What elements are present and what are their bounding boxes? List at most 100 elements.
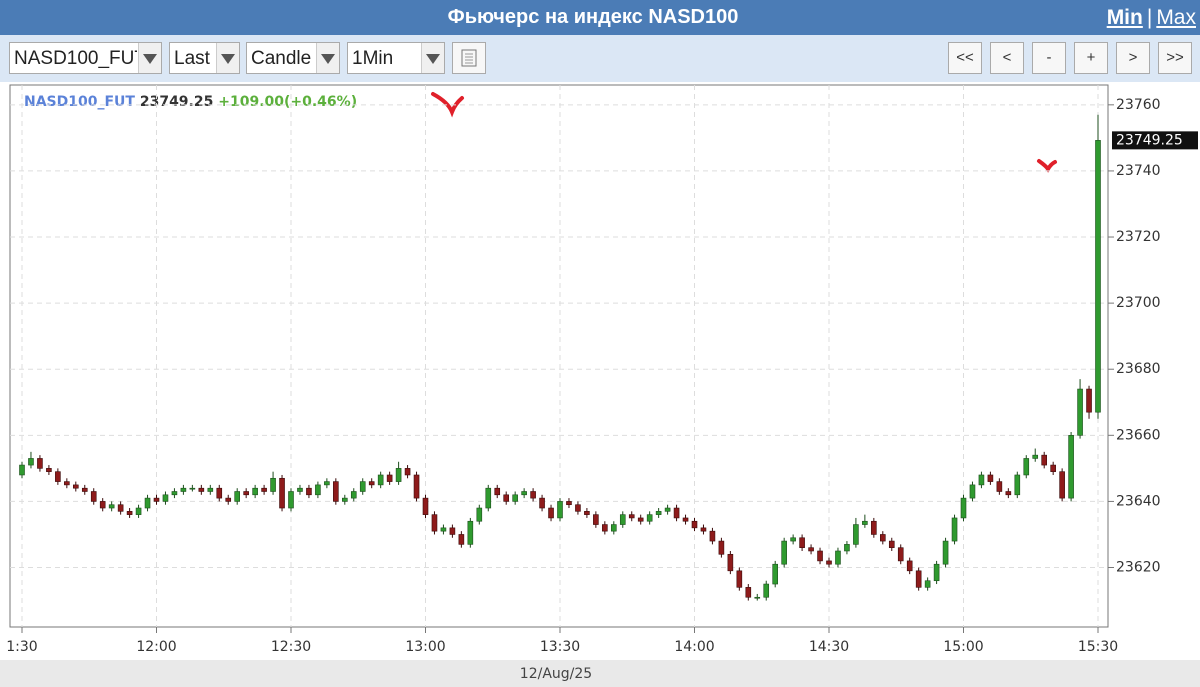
candle-body (377, 474, 384, 486)
price-select[interactable]: Last (169, 42, 240, 74)
plot-area (9, 84, 1109, 628)
nav-button[interactable]: << (948, 42, 982, 74)
nav-button[interactable]: - (1032, 42, 1066, 74)
date-label: 12/Aug/25 (520, 666, 592, 682)
candle-body (252, 487, 258, 496)
candle-body (530, 491, 536, 499)
candle-body (153, 497, 160, 502)
candle-body (413, 474, 420, 499)
chart-type-select[interactable]: Candle (246, 42, 340, 74)
max-link[interactable]: Max (1156, 6, 1196, 29)
candle-body (467, 520, 474, 545)
candle-body (593, 514, 599, 525)
candle-body (1041, 454, 1047, 466)
candle-body (324, 481, 330, 486)
x-tick-label: 13:30 (540, 639, 580, 655)
x-tick-label: 13:00 (405, 639, 445, 655)
x-tick-label: 15:30 (1078, 639, 1118, 655)
candle-body (261, 487, 267, 492)
candle-body (924, 580, 931, 588)
nav-button[interactable]: < (990, 42, 1024, 74)
candle-body (216, 487, 223, 499)
candle-body (700, 527, 707, 532)
candle-body (243, 491, 249, 496)
candle-body (879, 534, 886, 542)
legend-change: +109.00(+0.46%) (218, 94, 357, 110)
candle-body (28, 458, 34, 466)
candle-body (978, 474, 985, 486)
candle-body (73, 484, 79, 489)
candle-body (736, 570, 743, 588)
candle-body (99, 501, 106, 509)
candle-body (90, 491, 97, 502)
toolbar: NASD100_FUT Last Candle 1Min << < - + > … (0, 35, 1200, 82)
candle-body (1068, 435, 1074, 499)
candle-body (1086, 388, 1092, 413)
candle-body (790, 537, 796, 542)
candle-body (754, 596, 761, 599)
candle-body (449, 527, 456, 535)
candle-body (341, 497, 348, 502)
x-tick-label: 12:00 (136, 639, 176, 655)
candle-body (888, 540, 895, 548)
candle-body (117, 504, 124, 512)
candle-body (602, 524, 608, 532)
symbol: NASD100_FUT (14, 48, 137, 69)
candle-body (718, 540, 725, 555)
candle-body (853, 524, 859, 545)
candle-body (180, 487, 187, 492)
legend-symbol: NASD100_FUT (24, 94, 135, 110)
candle-body (521, 491, 527, 496)
candle-body (682, 517, 689, 522)
candle-body (126, 511, 133, 515)
candle-body (942, 540, 949, 565)
candle-body (951, 517, 958, 542)
candle-body (996, 481, 1003, 492)
candle-body (933, 563, 940, 582)
candle-body (485, 487, 492, 509)
interval: 1Min (352, 48, 394, 69)
annotation-check (431, 92, 464, 118)
candle-body (207, 487, 214, 492)
candle-body (1095, 140, 1101, 413)
candle-body (1023, 458, 1030, 476)
candle-body (808, 547, 814, 552)
separator: | (1146, 6, 1153, 29)
candle-body (135, 507, 142, 515)
candle-body (144, 497, 151, 509)
candle-body (915, 570, 922, 588)
candle-body (198, 487, 205, 492)
x-tick-label: 1:30 (6, 639, 37, 655)
candle-body (189, 487, 196, 490)
date-bar (0, 660, 1200, 687)
candle-body (1014, 474, 1021, 496)
candle-body (108, 504, 115, 509)
candle-body (1005, 491, 1012, 496)
nav-button[interactable]: >> (1158, 42, 1192, 74)
candle-body (987, 474, 994, 482)
candle-body (494, 487, 501, 496)
y-tick-label: 23720 (1116, 229, 1161, 245)
settings-button[interactable] (452, 42, 486, 74)
candle-body (404, 468, 411, 476)
candle-body (458, 534, 465, 545)
candle-body (225, 497, 232, 502)
candle-body (646, 514, 653, 522)
candle-body (1032, 454, 1039, 459)
candle-body (557, 501, 563, 519)
candle-body (1077, 388, 1083, 436)
candle-body (1059, 471, 1065, 499)
candle-body (64, 481, 70, 486)
candle-body (745, 587, 752, 598)
candle-body (306, 487, 312, 496)
nav-button[interactable]: + (1074, 42, 1108, 74)
candle-body (548, 507, 554, 519)
candle-body (619, 514, 626, 525)
nav-button[interactable]: > (1116, 42, 1150, 74)
interval-select[interactable]: 1Min (347, 42, 445, 74)
min-link[interactable]: Min (1106, 6, 1143, 29)
x-tick-label: 12:30 (271, 639, 311, 655)
chart-type: Candle (251, 48, 312, 69)
candle-body (55, 471, 61, 482)
symbol-select[interactable]: NASD100_FUT (9, 42, 162, 74)
